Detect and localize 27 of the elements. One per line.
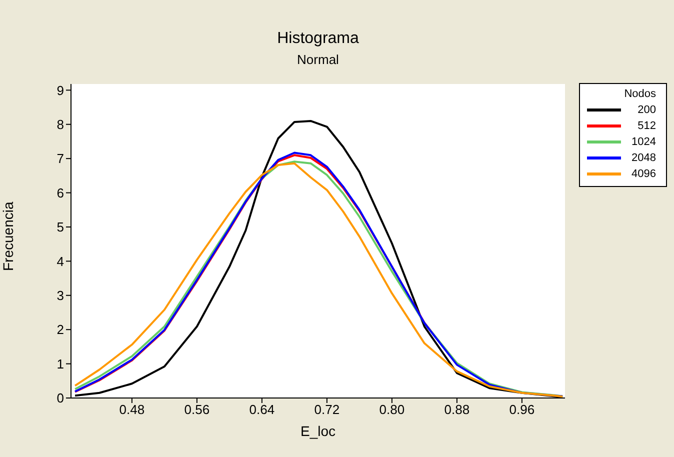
legend-label: 1024 [630,136,657,148]
y-tick-label: 8 [56,116,64,132]
x-tick-label: 0.64 [249,402,275,418]
legend-label: 2048 [630,152,657,164]
legend-label: 512 [636,120,657,132]
legend-title: Nodos [623,88,657,100]
y-tick-label: 6 [56,185,64,200]
y-tick-label: 4 [56,254,64,269]
x-tick-label: 0.48 [119,402,145,418]
y-axis-title: Frecuencia [0,202,16,271]
y-tick-label: 7 [56,151,64,166]
y-tick-label: 1 [56,356,64,372]
legend-label: 200 [636,104,657,116]
x-tick-label: 0.96 [509,402,535,418]
x-tick-label: 0.72 [314,402,340,418]
y-tick-label: 5 [56,220,64,235]
x-axis-title: E_loc [300,423,336,439]
chart-subtitle: Normal [296,52,340,67]
y-tick-label: 2 [56,322,64,338]
legend-label: 4096 [630,168,657,180]
y-tick-label: 0 [56,390,64,406]
x-tick-label: 0.56 [184,402,210,418]
x-tick-label: 0.88 [444,402,470,418]
y-tick-label: 3 [56,288,64,303]
x-tick-label: 0.80 [379,402,405,418]
y-tick-label: 9 [56,82,64,98]
chart-title: Histograma [276,30,360,48]
